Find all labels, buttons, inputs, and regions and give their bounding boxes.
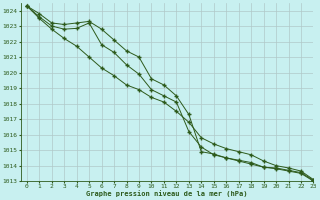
X-axis label: Graphe pression niveau de la mer (hPa): Graphe pression niveau de la mer (hPa)	[86, 190, 248, 197]
